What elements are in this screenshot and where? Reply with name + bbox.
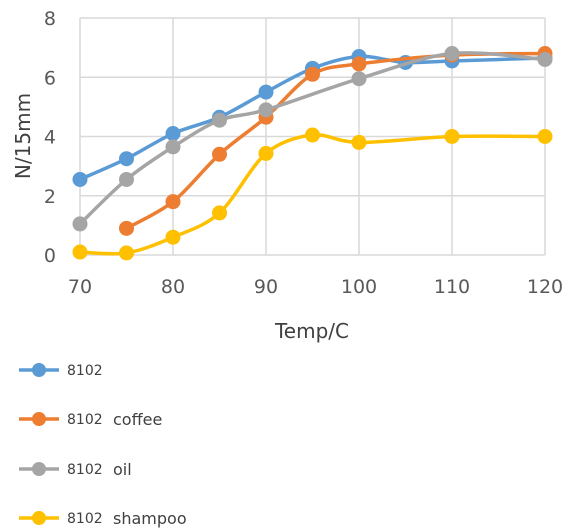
y-tick-label: 4 bbox=[44, 127, 56, 149]
series-line bbox=[78, 54, 547, 182]
series-line bbox=[78, 133, 547, 256]
data-point bbox=[351, 56, 367, 72]
legend-item: 8102 coffee bbox=[19, 410, 162, 429]
x-tick-label: 100 bbox=[341, 276, 377, 298]
series-line bbox=[124, 51, 547, 231]
legend: 8102 8102 coffee 8102 oil 8102 shampoo bbox=[19, 363, 187, 528]
data-point bbox=[119, 245, 134, 261]
legend-swatch-marker bbox=[32, 462, 46, 476]
legend-item: 8102 shampoo bbox=[19, 509, 187, 528]
y-tick-label: 6 bbox=[44, 67, 56, 89]
data-point bbox=[165, 194, 181, 210]
x-tick-label: 110 bbox=[434, 276, 470, 298]
legend-swatch-marker bbox=[32, 511, 46, 525]
x-tick-label: 80 bbox=[161, 276, 185, 298]
data-point bbox=[444, 46, 460, 62]
y-axis-ticks: 0 2 4 6 8 bbox=[44, 8, 56, 267]
data-point bbox=[72, 216, 88, 232]
data-point bbox=[351, 134, 367, 150]
data-point bbox=[72, 244, 88, 260]
data-point bbox=[72, 171, 88, 187]
y-axis-title: N/15mm bbox=[11, 93, 35, 179]
legend-label: 8102 bbox=[67, 363, 103, 379]
legend-label: 8102 bbox=[67, 412, 103, 428]
legend-item: 8102 bbox=[19, 363, 103, 379]
legend-label: 8102 bbox=[67, 511, 103, 527]
legend-label-suffix: coffee bbox=[113, 410, 162, 429]
x-tick-label: 90 bbox=[254, 276, 278, 298]
data-point bbox=[444, 129, 460, 144]
x-tick-label: 70 bbox=[68, 276, 92, 298]
data-point bbox=[258, 145, 274, 161]
x-axis-title: Temp/C bbox=[274, 319, 349, 343]
series-3 bbox=[72, 46, 553, 232]
data-point bbox=[212, 205, 227, 221]
data-point bbox=[165, 126, 181, 142]
y-tick-label: 0 bbox=[44, 245, 56, 267]
data-point bbox=[305, 66, 320, 82]
data-point bbox=[305, 127, 320, 143]
series-layer bbox=[72, 46, 553, 261]
data-point bbox=[351, 71, 367, 87]
data-point bbox=[212, 112, 227, 128]
data-point bbox=[119, 171, 134, 187]
x-tick-label: 120 bbox=[527, 276, 563, 298]
data-point bbox=[258, 102, 274, 118]
legend-swatch-marker bbox=[32, 363, 46, 377]
legend-label: 8102 bbox=[67, 462, 103, 478]
y-tick-label: 2 bbox=[44, 186, 56, 208]
x-axis-ticks: 70 80 90 100 110 120 bbox=[68, 276, 563, 298]
data-point bbox=[165, 139, 181, 155]
data-point bbox=[537, 51, 553, 67]
y-tick-label: 8 bbox=[44, 8, 56, 30]
legend-label-suffix: shampoo bbox=[113, 509, 187, 528]
data-point bbox=[119, 151, 134, 167]
data-point bbox=[212, 146, 227, 162]
data-point bbox=[537, 129, 553, 144]
legend-label-suffix: oil bbox=[113, 460, 132, 479]
data-point bbox=[258, 84, 274, 100]
series-4 bbox=[72, 127, 553, 261]
data-point bbox=[119, 220, 134, 236]
legend-item: 8102 oil bbox=[19, 460, 132, 479]
data-point bbox=[165, 229, 181, 245]
legend-swatch-marker bbox=[32, 412, 46, 426]
